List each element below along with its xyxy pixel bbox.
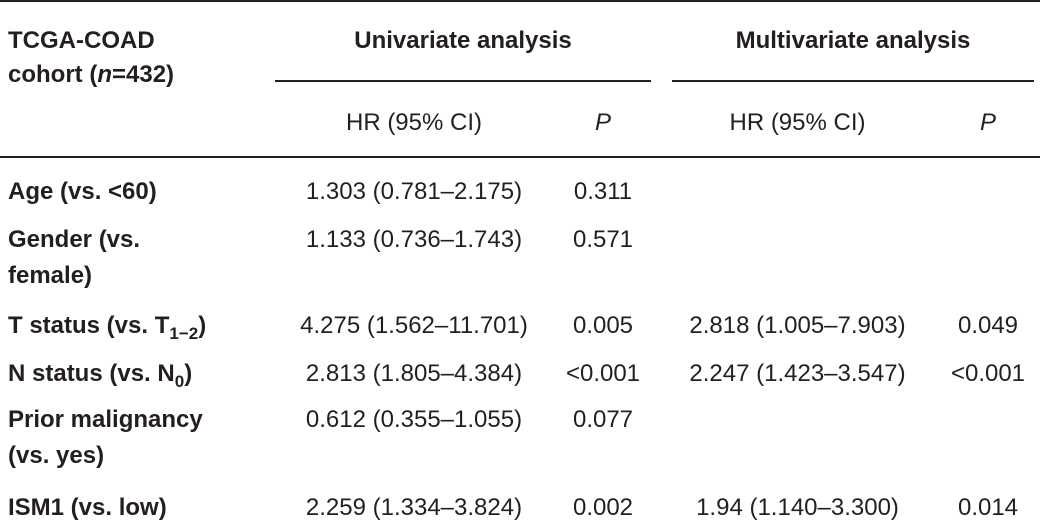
row-label: ISM1 (vs. low) [8, 494, 167, 521]
multi-p-cell: <0.001 [950, 360, 1026, 387]
col-header-uni-hr: HR (95% CI) [345, 109, 483, 136]
top-rule [0, 0, 1040, 2]
multi-p-cell: 0.049 [957, 312, 1019, 339]
col-header-multi-hr: HR (95% CI) [729, 109, 866, 136]
cohort-label-post: =432) [112, 61, 175, 88]
uni-p-cell: <0.001 [565, 360, 641, 387]
multivariate-underline [672, 80, 1034, 82]
row-label: Age (vs. <60) [8, 178, 157, 205]
header-rule [0, 156, 1040, 158]
uni-p-cell: 0.571 [572, 226, 634, 253]
uni-hr-cell: 0.612 (0.355–1.055) [305, 406, 523, 433]
row-label-close: ) [198, 312, 207, 339]
uni-hr-cell: 1.133 (0.736–1.743) [305, 226, 523, 253]
uni-p-cell: 0.002 [572, 494, 634, 521]
cohort-label-line1: TCGA-COAD [8, 27, 155, 54]
uni-p-cell: 0.311 [573, 178, 633, 205]
row-label-continued: female) [8, 262, 93, 289]
col-header-uni-p: P [594, 109, 611, 136]
cohort-label-line2: cohort (n=432) [8, 58, 174, 92]
univariate-underline [275, 80, 651, 82]
row-label-subscript: 0 [174, 372, 185, 391]
cohort-label-pre: cohort ( [8, 61, 98, 88]
row-label-close: ) [184, 360, 193, 387]
uni-p-cell: 0.005 [572, 312, 634, 339]
group-header-univariate: Univariate analysis [354, 27, 572, 54]
uni-hr-cell: 2.259 (1.334–3.824) [305, 494, 523, 521]
cohort-label-n: n [97, 61, 112, 88]
uni-hr-cell: 1.303 (0.781–2.175) [305, 178, 523, 205]
group-header-multivariate: Multivariate analysis [735, 27, 971, 54]
row-label-continued: (vs. yes) [8, 442, 105, 469]
uni-p-cell: 0.077 [572, 406, 634, 433]
multi-hr-cell: 2.247 (1.423–3.547) [689, 360, 906, 387]
row-label: N status (vs. N0) [8, 356, 192, 392]
multi-p-cell: 0.014 [957, 494, 1019, 521]
row-label: T status (vs. T1−2) [8, 308, 206, 344]
row-label-subscript: 1−2 [169, 324, 199, 343]
multi-hr-cell: 1.94 (1.140–3.300) [696, 494, 899, 521]
row-label: Gender (vs. [8, 226, 141, 253]
row-label: Prior malignancy [8, 406, 203, 433]
col-header-multi-p: P [979, 109, 996, 136]
uni-hr-cell: 2.813 (1.805–4.384) [305, 360, 523, 387]
multi-hr-cell: 2.818 (1.005–7.903) [689, 312, 906, 339]
row-label-text: T status (vs. T [8, 312, 170, 339]
uni-hr-cell: 4.275 (1.562–11.701) [300, 312, 528, 339]
row-label-text: N status (vs. N [8, 360, 175, 387]
